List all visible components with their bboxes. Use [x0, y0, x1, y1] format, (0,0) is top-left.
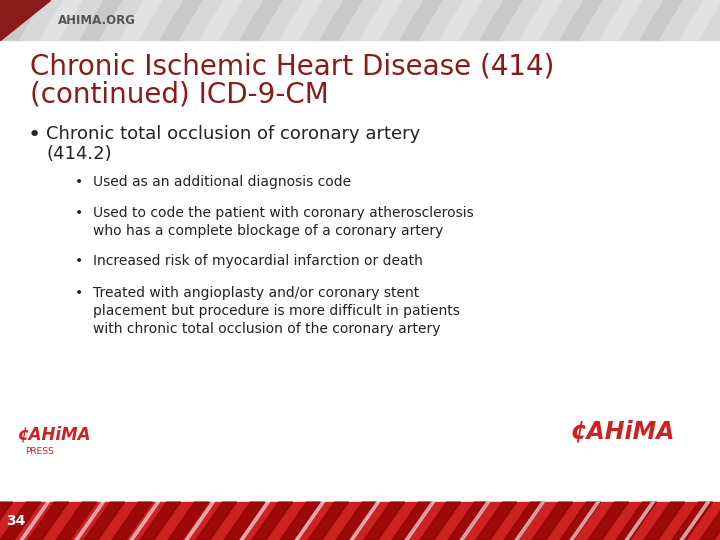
Text: •: •	[75, 206, 84, 220]
Polygon shape	[560, 0, 602, 40]
Polygon shape	[168, 502, 209, 540]
Polygon shape	[680, 0, 720, 40]
Polygon shape	[588, 502, 629, 540]
Polygon shape	[130, 502, 160, 540]
Bar	[0, 502, 720, 540]
Text: Treated with angioplasty and/or coronary stent: Treated with angioplasty and/or coronary…	[93, 286, 419, 300]
Polygon shape	[240, 502, 269, 540]
Polygon shape	[80, 0, 122, 40]
Polygon shape	[140, 502, 181, 540]
Polygon shape	[280, 502, 320, 540]
Polygon shape	[20, 502, 50, 540]
Polygon shape	[112, 502, 153, 540]
Polygon shape	[680, 502, 710, 540]
Polygon shape	[185, 502, 215, 540]
Text: (continued) ICD-9-CM: (continued) ICD-9-CM	[30, 80, 329, 108]
Polygon shape	[320, 0, 362, 40]
Polygon shape	[252, 502, 292, 540]
Polygon shape	[280, 0, 322, 40]
Polygon shape	[616, 502, 657, 540]
Polygon shape	[504, 502, 544, 540]
Polygon shape	[75, 502, 104, 540]
Text: Used to code the patient with coronary atherosclerosis: Used to code the patient with coronary a…	[93, 206, 474, 220]
Polygon shape	[240, 0, 282, 40]
Polygon shape	[420, 502, 461, 540]
Polygon shape	[570, 502, 600, 540]
Polygon shape	[448, 502, 489, 540]
Polygon shape	[515, 502, 544, 540]
Text: ¢AHiMA: ¢AHiMA	[18, 425, 91, 443]
Text: Chronic total occlusion of coronary artery: Chronic total occlusion of coronary arte…	[46, 125, 420, 143]
Text: Chronic Ischemic Heart Disease (414): Chronic Ischemic Heart Disease (414)	[30, 52, 554, 80]
Polygon shape	[40, 0, 82, 40]
Polygon shape	[520, 0, 562, 40]
Polygon shape	[295, 502, 325, 540]
Text: with chronic total occlusion of the coronary artery: with chronic total occlusion of the coro…	[93, 322, 441, 336]
Polygon shape	[0, 0, 42, 40]
Polygon shape	[640, 0, 682, 40]
Text: who has a complete blockage of a coronary artery: who has a complete blockage of a coronar…	[93, 224, 444, 238]
Text: (414.2): (414.2)	[46, 145, 112, 163]
Bar	[0, 0, 720, 40]
Polygon shape	[672, 502, 713, 540]
Polygon shape	[392, 502, 433, 540]
Polygon shape	[440, 0, 482, 40]
Polygon shape	[308, 502, 348, 540]
Polygon shape	[360, 0, 402, 40]
Polygon shape	[336, 502, 377, 540]
Polygon shape	[364, 502, 405, 540]
Polygon shape	[532, 502, 572, 540]
Polygon shape	[224, 502, 265, 540]
Polygon shape	[600, 0, 642, 40]
Polygon shape	[196, 502, 237, 540]
Polygon shape	[0, 502, 40, 540]
Text: Used as an additional diagnosis code: Used as an additional diagnosis code	[93, 175, 351, 189]
Text: Increased risk of myocardial infarction or death: Increased risk of myocardial infarction …	[93, 254, 423, 268]
Polygon shape	[400, 0, 442, 40]
Polygon shape	[28, 502, 68, 540]
Polygon shape	[560, 502, 600, 540]
Polygon shape	[644, 502, 685, 540]
Text: 34: 34	[6, 514, 26, 528]
Polygon shape	[160, 0, 202, 40]
Polygon shape	[0, 0, 50, 40]
Polygon shape	[84, 502, 125, 540]
Polygon shape	[480, 0, 522, 40]
Text: •: •	[28, 125, 41, 145]
Text: AHIMA.ORG: AHIMA.ORG	[58, 14, 136, 26]
Polygon shape	[405, 502, 435, 540]
Polygon shape	[625, 502, 654, 540]
Polygon shape	[476, 502, 517, 540]
Polygon shape	[700, 502, 720, 540]
Text: •: •	[75, 254, 84, 268]
Text: •: •	[75, 175, 84, 189]
Polygon shape	[350, 502, 379, 540]
Polygon shape	[200, 0, 242, 40]
Polygon shape	[120, 0, 162, 40]
Polygon shape	[0, 502, 12, 540]
Text: placement but procedure is more difficult in patients: placement but procedure is more difficul…	[93, 304, 460, 318]
Text: ¢AHiMA: ¢AHiMA	[570, 419, 675, 443]
Text: PRESS: PRESS	[25, 447, 54, 456]
Polygon shape	[0, 0, 2, 40]
Polygon shape	[460, 502, 490, 540]
Polygon shape	[56, 502, 96, 540]
Text: •: •	[75, 286, 84, 300]
